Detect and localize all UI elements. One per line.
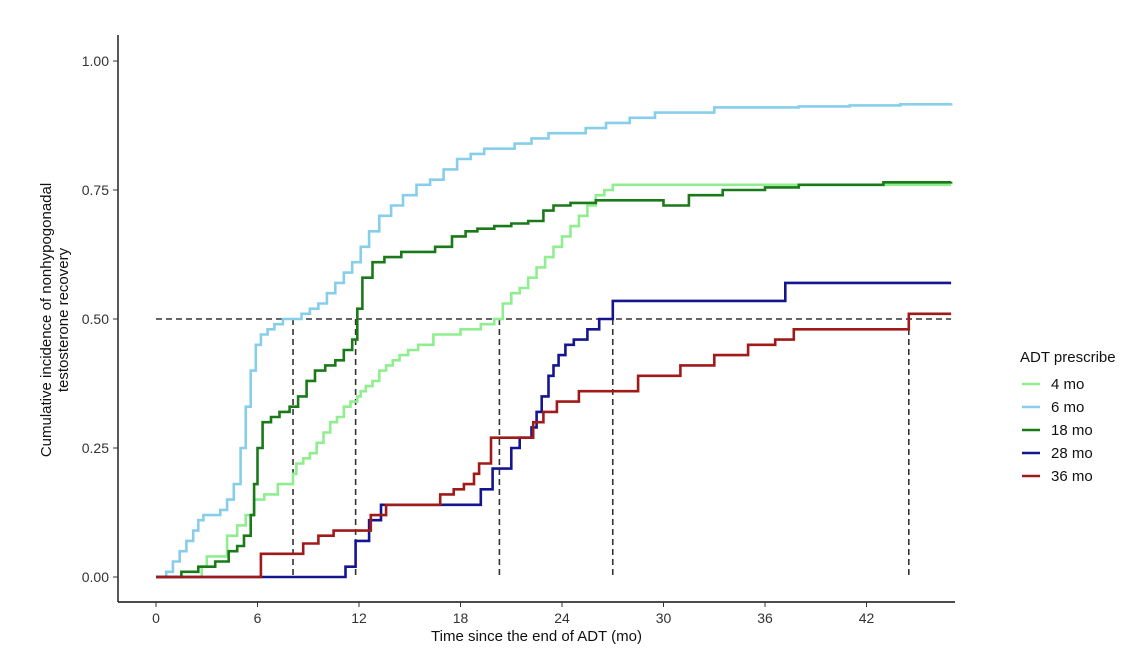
x-tick-label: 12	[351, 610, 367, 626]
x-tick-label: 30	[656, 610, 672, 626]
x-axis-title: Time since the end of ADT (mo)	[431, 628, 642, 645]
x-tick-label: 42	[859, 610, 875, 626]
y-tick-label: 0.50	[82, 311, 109, 327]
x-tick-label: 24	[554, 610, 570, 626]
x-tick-label: 6	[254, 610, 262, 626]
series-line-28-mo	[156, 281, 952, 579]
series-lines	[156, 103, 953, 579]
series-line-36-mo	[156, 312, 952, 579]
series-line-4-mo	[156, 183, 952, 579]
legend: ADT prescribe 4 mo 6 mo 18 mo 28 mo 36 mo	[1020, 349, 1116, 485]
y-tick-label: 1.00	[82, 53, 109, 69]
y-tick-label: 0.75	[82, 182, 109, 198]
y-axis-title: Cumulative incidence of nonhypogonadalte…	[38, 183, 72, 457]
y-tick-label: 0.25	[82, 440, 109, 456]
series-line-6-mo	[156, 103, 953, 579]
legend-label: 6 mo	[1051, 399, 1084, 416]
legend-label: 4 mo	[1051, 376, 1084, 393]
x-tick-label: 0	[152, 610, 160, 626]
reference-lines	[156, 318, 952, 577]
legend-title: ADT prescribe	[1020, 349, 1116, 366]
x-tick-label: 36	[757, 610, 773, 626]
legend-label: 18 mo	[1051, 422, 1093, 439]
legend-label: 28 mo	[1051, 445, 1093, 462]
legend-label: 36 mo	[1051, 468, 1093, 485]
y-axis-title-line: testosterone recovery	[55, 247, 72, 392]
y-axis-title-line: Cumulative incidence of nonhypogonadal	[38, 183, 55, 457]
y-tick-label: 0.00	[82, 569, 109, 585]
series-line-18-mo	[156, 181, 953, 579]
x-tick-label: 18	[453, 610, 469, 626]
axes: 0 6 12 18 24 30 36 42 0.00 0.25 0.50 0.75 1.00 Time s…	[38, 35, 955, 645]
